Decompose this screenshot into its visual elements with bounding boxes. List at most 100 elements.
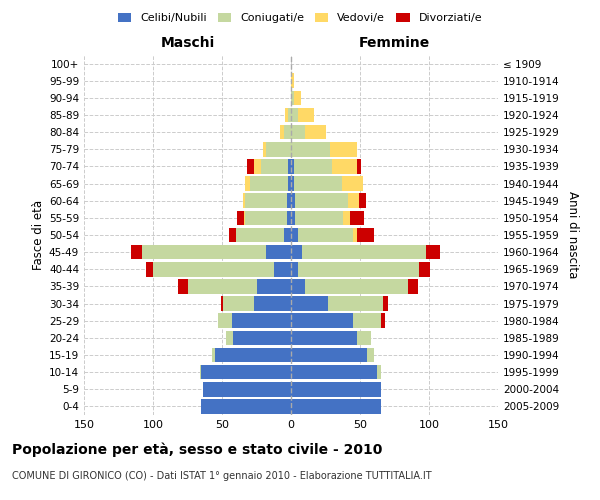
Bar [419,262,430,276]
Y-axis label: Anni di nascita: Anni di nascita [566,192,579,278]
Bar [232,314,291,328]
Bar [383,296,388,311]
Bar [291,142,329,156]
Bar [288,108,291,122]
Bar [291,262,298,276]
Bar [287,210,291,225]
Bar [242,194,245,208]
Bar [328,296,383,311]
Bar [350,210,364,225]
Bar [291,194,295,208]
Bar [302,245,426,260]
Bar [245,176,250,191]
Bar [377,365,381,380]
Bar [244,210,245,225]
Bar [332,159,357,174]
Bar [295,194,347,208]
Bar [250,176,288,191]
Bar [291,108,298,122]
Bar [329,142,357,156]
Bar [218,314,232,328]
Bar [233,330,291,345]
Text: COMUNE DI GIRONICO (CO) - Dati ISTAT 1° gennaio 2010 - Elaborazione TUTTITALIA.I: COMUNE DI GIRONICO (CO) - Dati ISTAT 1° … [12,471,431,481]
Bar [298,108,314,122]
Bar [291,279,305,293]
Bar [291,399,381,413]
Text: Maschi: Maschi [160,36,215,50]
Legend: Celibi/Nubili, Coniugati/e, Vedovi/e, Divorziati/e: Celibi/Nubili, Coniugati/e, Vedovi/e, Di… [113,8,487,28]
Bar [226,330,233,345]
Bar [286,108,288,122]
Bar [291,176,294,191]
Bar [295,210,343,225]
Bar [305,279,409,293]
Bar [291,90,294,105]
Bar [254,159,260,174]
Bar [353,228,357,242]
Bar [202,365,291,380]
Bar [257,279,291,293]
Bar [291,74,294,88]
Bar [342,176,363,191]
Bar [291,210,295,225]
Bar [298,228,353,242]
Text: Popolazione per età, sesso e stato civile - 2010: Popolazione per età, sesso e stato civil… [12,442,382,457]
Bar [291,330,357,345]
Bar [288,176,291,191]
Bar [178,279,187,293]
Bar [291,125,305,140]
Bar [266,245,291,260]
Bar [291,382,381,396]
Bar [347,194,359,208]
Bar [298,262,419,276]
Bar [359,194,365,208]
Bar [254,296,291,311]
Bar [367,348,374,362]
Bar [284,125,291,140]
Bar [229,228,236,242]
Bar [291,314,353,328]
Bar [381,314,385,328]
Bar [357,159,361,174]
Bar [212,348,215,362]
Bar [221,296,223,311]
Bar [263,142,266,156]
Bar [203,382,291,396]
Bar [357,330,371,345]
Bar [284,228,291,242]
Bar [343,210,350,225]
Bar [305,125,325,140]
Bar [291,159,294,174]
Bar [280,125,284,140]
Bar [237,210,244,225]
Bar [236,228,284,242]
Bar [266,142,291,156]
Bar [288,159,291,174]
Bar [245,210,287,225]
Bar [357,228,374,242]
Bar [291,296,328,311]
Bar [409,279,418,293]
Bar [291,348,367,362]
Bar [247,159,254,174]
Bar [291,245,302,260]
Y-axis label: Fasce di età: Fasce di età [32,200,45,270]
Bar [202,399,291,413]
Bar [294,159,332,174]
Bar [131,245,142,260]
Bar [294,176,342,191]
Bar [353,314,381,328]
Bar [274,262,291,276]
Bar [142,245,266,260]
Bar [426,245,440,260]
Bar [294,90,301,105]
Bar [153,262,274,276]
Bar [187,279,257,293]
Bar [260,159,288,174]
Bar [245,194,287,208]
Bar [200,365,202,380]
Bar [291,228,298,242]
Bar [215,348,291,362]
Text: Femmine: Femmine [359,36,430,50]
Bar [146,262,153,276]
